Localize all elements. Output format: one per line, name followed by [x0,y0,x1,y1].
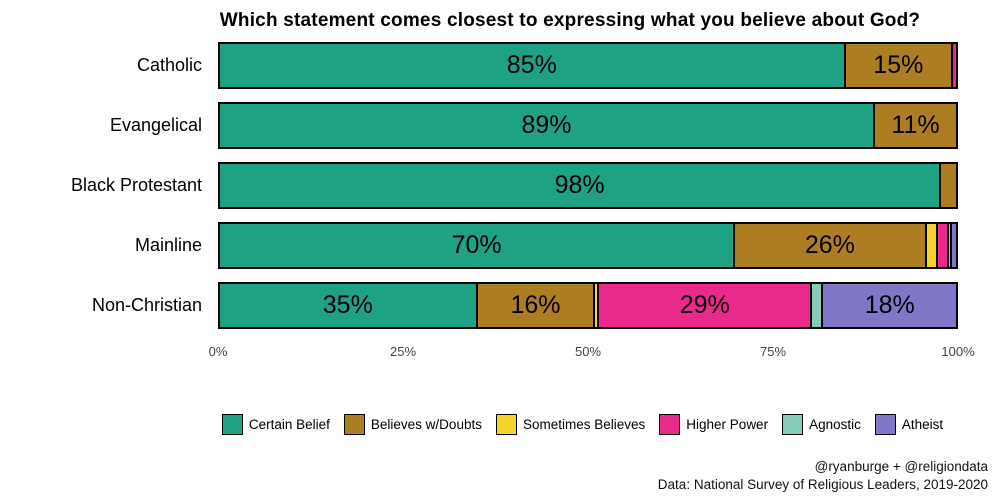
bar-value-label: 11% [891,111,940,139]
bar-segment [948,224,953,267]
stacked-bar: 98% [218,162,958,209]
x-tick-label: 100% [941,344,975,359]
category-label: Evangelical [109,115,202,135]
legend-swatch [874,414,896,435]
bar-segment [937,224,949,267]
bar-value-label: 35% [322,291,373,319]
legend-item: Sometimes Believes [495,414,646,435]
x-tick-label: 25% [389,344,417,359]
bar-segment: 26% [735,224,927,267]
chart-row: Black Protestant 98% [0,162,958,209]
legend-swatch [221,414,243,435]
legend-item: Agnostic [782,414,861,435]
legend-swatch [659,414,681,435]
legend-label: Atheist [901,417,944,432]
legend-swatch [343,414,365,435]
legend-item: Believes w/Doubts [343,414,482,435]
legend-label: Sometimes Believes [522,417,646,432]
legend-swatch [782,414,804,435]
bar-segment: 70% [220,224,736,267]
category-label: Mainline [134,235,202,255]
chart-title: Which statement comes closest to express… [219,10,921,31]
legend-label: Agnostic [809,417,861,432]
legend-label: Higher Power [686,417,769,432]
bar-segment [953,44,956,87]
bar-value-label: 26% [804,231,855,259]
legend-item: Certain Belief [221,414,330,435]
x-axis-row: 0% 25% 50% 75% 100% [0,342,975,362]
bar-segment [595,284,600,327]
chart-row: Mainline 70% 26% [0,222,958,269]
bar-value-label: 15% [873,51,924,79]
bar-value-label: 18% [864,291,915,319]
bar-segment: 11% [875,104,956,147]
bar-segment [812,284,824,327]
x-tick-label: 0% [208,344,228,359]
legend-swatch [495,414,517,435]
bar-value-label: 85% [506,51,557,79]
legend-item: Higher Power [659,414,768,435]
credit-source: Data: National Survey of Religious Leade… [657,476,988,492]
bar-segment [941,164,956,207]
bar-segment: 89% [220,104,876,147]
bar-segment: 18% [823,284,956,327]
bar-segment [926,224,938,267]
stacked-bar: 70% 26% [218,222,958,269]
bar-segment: 98% [220,164,942,207]
category-label: Non-Christian [91,295,202,315]
legend-label: Believes w/Doubts [370,417,482,432]
category-label: Black Protestant [70,175,202,195]
bar-segment: 29% [599,284,813,327]
bar-segment: 85% [220,44,846,87]
x-tick-label: 75% [759,344,787,359]
bar-value-label: 29% [679,291,730,319]
bar-rows: Catholic 85% 15% Evangelical 89% 11% Black Pro… [0,42,958,329]
bar-segment: 35% [220,284,478,327]
bar-value-label: 16% [510,291,561,319]
credits: @ryanburge + @religiondata Data: Nationa… [658,458,988,494]
chart-row: Catholic 85% 15% [0,42,958,89]
x-axis: 0% 25% 50% 75% 100% [209,342,975,362]
bar-segment: 15% [845,44,954,87]
legend: Certain Belief Believes w/Doubts Sometimes… [0,414,1000,435]
bar-segment: 16% [477,284,596,327]
bar-value-label: 70% [451,231,502,259]
legend-item: Atheist [874,414,944,435]
axis-spacer [0,342,218,362]
stacked-bar: 85% 15% [218,42,958,89]
legend-label: Certain Belief [248,417,330,432]
stacked-bar: 89% 11% [218,102,958,149]
chart-row: Non-Christian 35% 16% 29% 18% [0,282,958,329]
bar-value-label: 98% [554,171,605,199]
bar-value-label: 89% [521,111,572,139]
stacked-bar-chart: Catholic 85% 15% Evangelical 89% 11% Black Pro… [0,42,1000,362]
chart-row: Evangelical 89% 11% [0,102,958,149]
category-label: Catholic [136,55,202,75]
stacked-bar: 35% 16% 29% 18% [218,282,958,329]
bar-segment [952,224,956,267]
credit-authors: @ryanburge + @religiondata [814,458,988,474]
x-tick-label: 50% [574,344,602,359]
